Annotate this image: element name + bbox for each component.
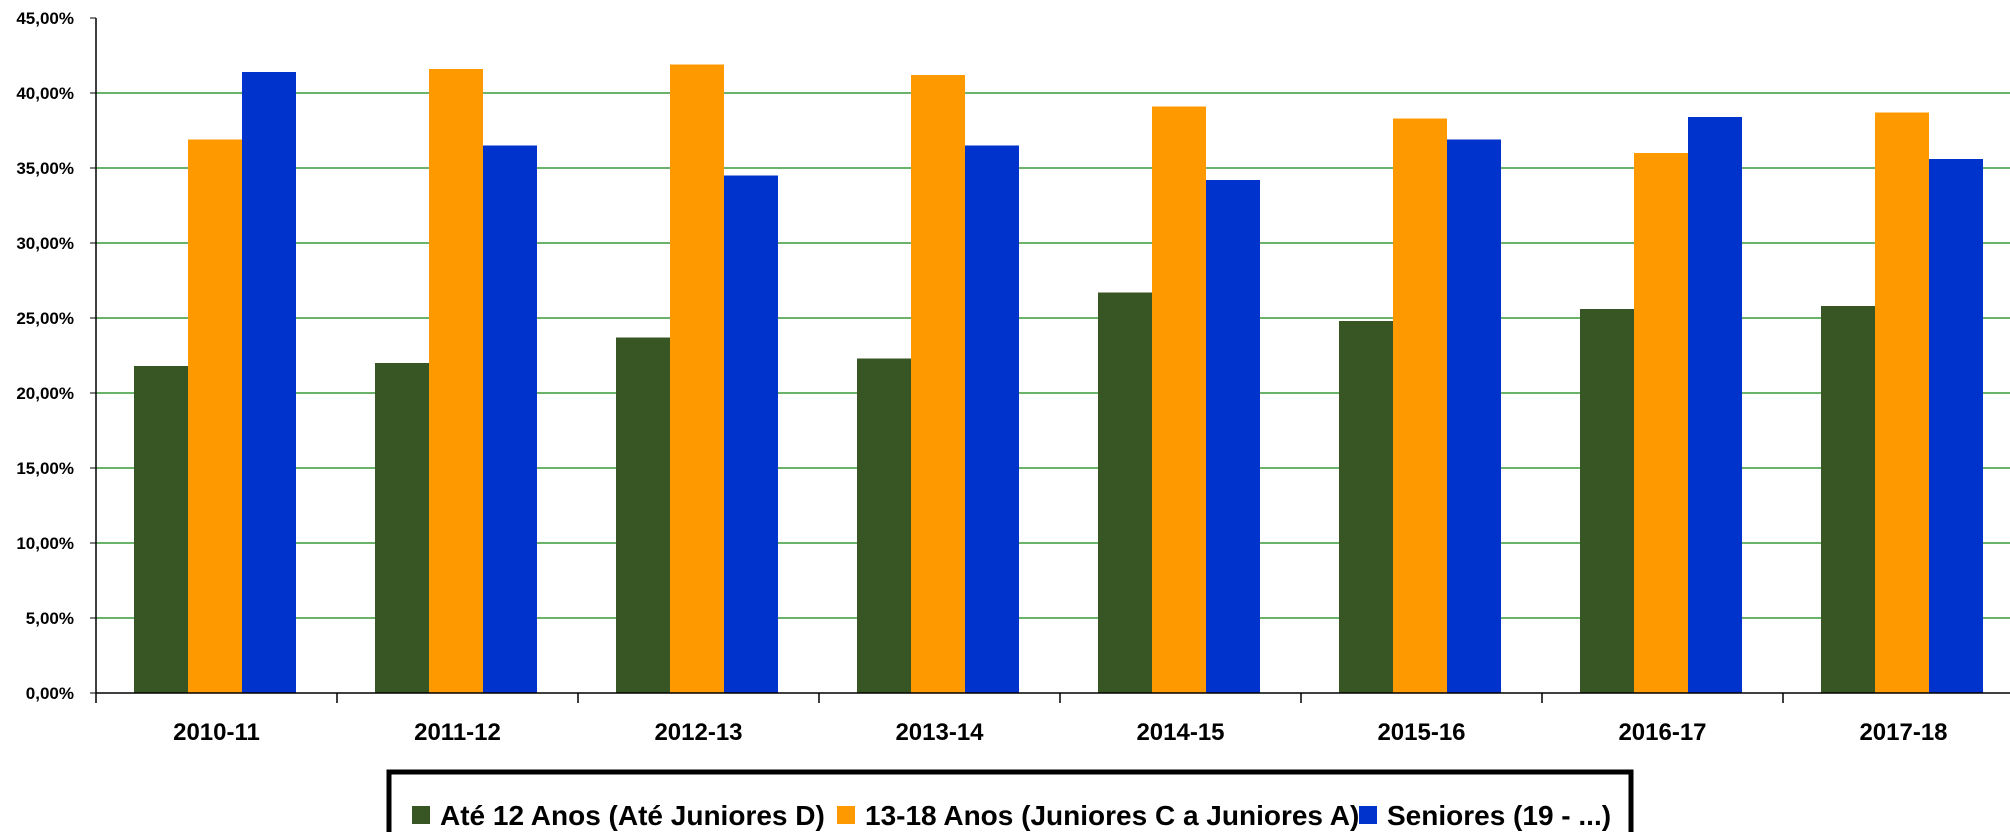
bar <box>724 175 778 693</box>
legend-swatch <box>412 806 430 824</box>
bar <box>375 363 429 693</box>
bar <box>483 145 537 693</box>
bar <box>1634 153 1688 693</box>
bar <box>1821 306 1875 693</box>
y-tick-label: 30,00% <box>16 234 74 253</box>
bar <box>911 75 965 693</box>
bar <box>1688 117 1742 693</box>
bar <box>616 337 670 693</box>
bar <box>1580 309 1634 693</box>
bar <box>429 69 483 693</box>
x-tick-label: 2010-11 <box>173 719 260 746</box>
y-tick-label: 15,00% <box>16 459 74 478</box>
bar <box>1206 180 1260 693</box>
x-tick-label: 2013-14 <box>895 719 984 746</box>
x-tick-label: 2014-15 <box>1136 719 1224 746</box>
bar <box>1929 159 1983 693</box>
y-tick-label: 10,00% <box>16 534 74 553</box>
bar <box>857 358 911 693</box>
bar <box>1447 139 1501 693</box>
y-tick-label: 0,00% <box>26 684 74 703</box>
bar <box>1152 106 1206 693</box>
bar <box>1875 112 1929 693</box>
y-tick-label: 40,00% <box>16 84 74 103</box>
x-tick-label: 2015-16 <box>1377 719 1465 746</box>
legend-swatch <box>1359 806 1377 824</box>
bar <box>965 145 1019 693</box>
bar <box>1339 321 1393 693</box>
legend-label: Seniores (19 - ...) <box>1387 800 1611 831</box>
bar <box>670 64 724 693</box>
bar <box>188 139 242 693</box>
y-tick-label: 20,00% <box>16 384 74 403</box>
bar <box>1393 118 1447 693</box>
x-tick-label: 2017-18 <box>1859 719 1947 746</box>
legend-box <box>386 769 1634 832</box>
legend-label: Até 12 Anos (Até Juniores D) <box>440 800 825 831</box>
legend: Até 12 Anos (Até Juniores D) 13-18 Anos (… <box>386 769 1634 832</box>
bars <box>134 64 1983 693</box>
legend-swatch <box>837 806 855 824</box>
bar <box>242 72 296 693</box>
y-tick-label: 25,00% <box>16 309 74 328</box>
x-tick-label: 2011-12 <box>414 719 501 746</box>
x-tick-label: 2012-13 <box>654 719 742 746</box>
bar <box>134 366 188 693</box>
bar <box>1098 292 1152 693</box>
y-tick-label: 5,00% <box>26 609 74 628</box>
legend-label: 13-18 Anos (Juniores C a Juniores A) <box>865 800 1359 831</box>
axes: 0,00% 5,00% 10,00% 15,00% 20,00% 25,00% 30,00%… <box>16 9 2010 746</box>
y-tick-label: 45,00% <box>16 9 74 28</box>
x-tick-label: 2016-17 <box>1618 719 1706 746</box>
y-tick-label: 35,00% <box>16 159 74 178</box>
